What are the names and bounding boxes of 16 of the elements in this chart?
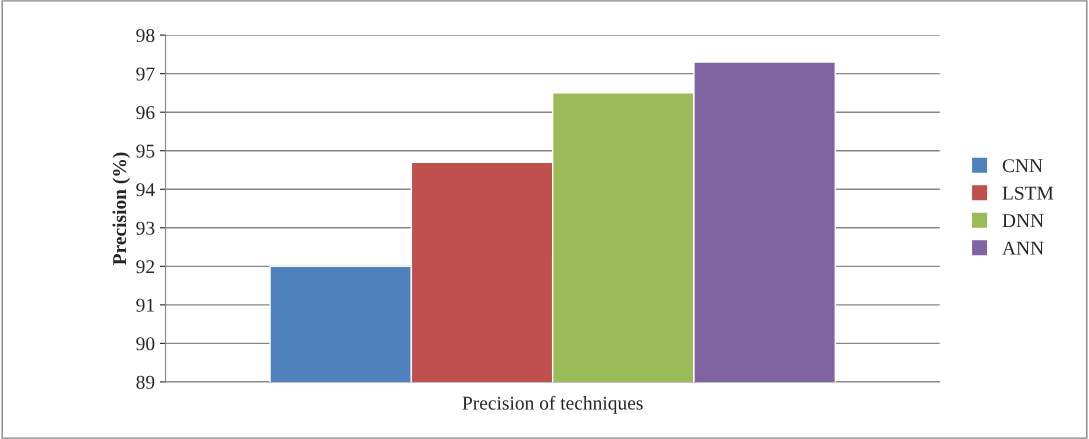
y-tick-label: 93 <box>136 221 155 235</box>
y-tick-label: 95 <box>136 144 155 158</box>
y-tick-label: 91 <box>136 298 154 312</box>
legend-label: ANN <box>1002 241 1044 255</box>
y-tick-label: 89 <box>136 375 155 389</box>
y-tick-label: 94 <box>136 183 155 197</box>
legend-label: DNN <box>1002 214 1044 228</box>
legend-label: CNN <box>1002 159 1043 173</box>
y-tick-label: 98 <box>136 28 155 43</box>
y-tick-label: 90 <box>136 337 155 351</box>
y-axis-title: Precision (%) <box>112 152 131 265</box>
x-tick-label: Precision of techniques <box>462 395 643 414</box>
legend-label: LSTM <box>1002 186 1054 200</box>
y-tick-label: 96 <box>136 106 155 120</box>
y-tick-label: 97 <box>136 67 155 81</box>
y-tick-label: 92 <box>136 260 155 274</box>
